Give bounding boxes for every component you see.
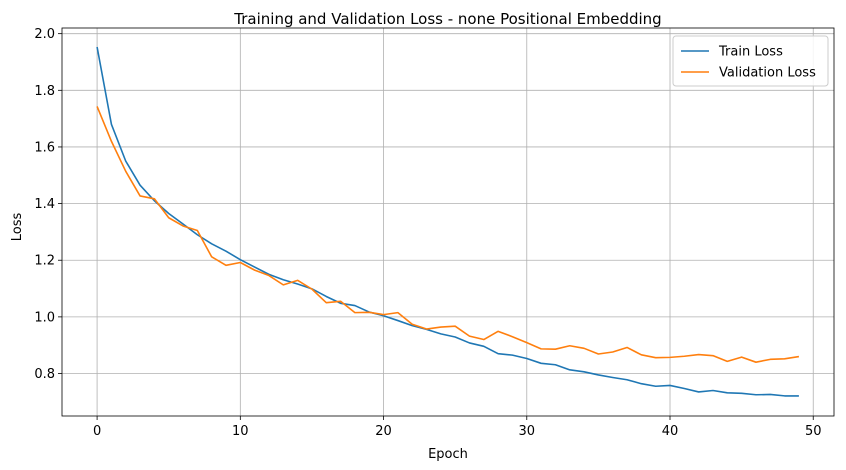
y-tick-label: 2.0 <box>34 27 55 42</box>
chart-title: Training and Validation Loss - none Posi… <box>233 10 661 28</box>
x-tick-label: 30 <box>519 424 536 439</box>
train-loss-line <box>96 46 799 397</box>
tick-group: 0 10 20 30 40 50 0.8 1.0 1.2 1.4 1.6 1.8 2.0 <box>34 27 821 439</box>
legend-box <box>672 35 829 87</box>
y-tick-label: 1.2 <box>34 254 55 269</box>
y-tick-label: 1.6 <box>34 140 55 155</box>
x-tick-label: 10 <box>232 424 249 439</box>
x-tick-label: 50 <box>805 424 822 439</box>
series-group <box>96 46 800 397</box>
x-axis-label: Epoch <box>428 447 468 462</box>
y-axis-label: Loss <box>10 213 25 242</box>
grid-lines <box>62 28 834 416</box>
legend-label-train-loss: Train Loss <box>718 45 783 60</box>
y-tick-label: 0.8 <box>34 367 55 382</box>
y-tick-label: 1.4 <box>34 197 55 212</box>
validation-loss-line <box>96 106 800 363</box>
legend-label-validation-loss: Validation Loss <box>719 66 816 81</box>
x-tick-label: 40 <box>662 424 679 439</box>
x-tick-label: 0 <box>93 424 101 439</box>
x-tick-label: 20 <box>375 424 392 439</box>
y-tick-label: 1.0 <box>34 310 55 325</box>
plot-frame <box>61 27 835 417</box>
legend: Train Loss Validation Loss <box>672 35 829 87</box>
y-tick-label: 1.8 <box>34 84 55 99</box>
